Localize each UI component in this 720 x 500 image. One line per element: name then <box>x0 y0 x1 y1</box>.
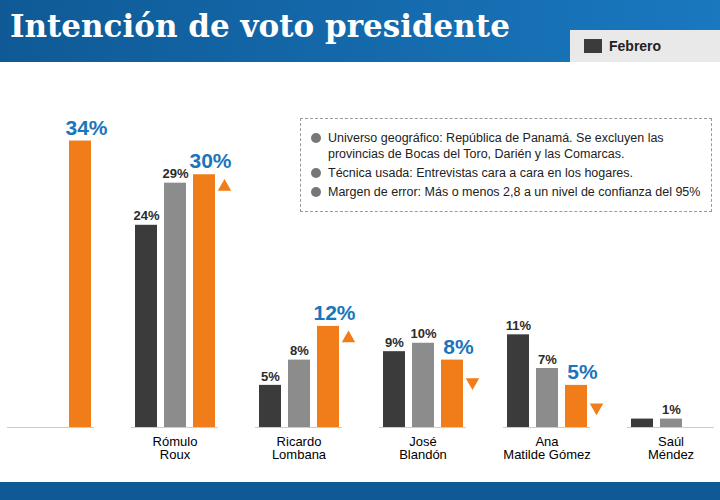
svg-text:11%: 11% <box>506 318 532 333</box>
svg-text:JoséBlandón: JoséBlandón <box>399 434 447 462</box>
svg-text:12%: 12% <box>313 301 355 324</box>
svg-text:24%: 24% <box>133 208 159 223</box>
svg-text:1%: 1% <box>662 402 681 417</box>
svg-text:RómuloRoux: RómuloRoux <box>153 434 198 462</box>
svg-text:SaúlMéndez: SaúlMéndez <box>648 434 694 462</box>
html-text:Intención de voto presidente: Intención de voto presidente <box>10 8 510 44</box>
svg-text:34%: 34% <box>65 116 107 139</box>
svg-text:8%: 8% <box>290 343 309 358</box>
html-text:Margen de error: Más o menos 2: Margen de error: Más o menos 2,8 a un ni… <box>328 185 701 199</box>
svg-text:RicardoLombana: RicardoLombana <box>272 434 327 462</box>
html-text:Febrero: Febrero <box>609 38 662 54</box>
svg-text:30%: 30% <box>189 149 231 172</box>
svg-text:29%: 29% <box>162 166 188 181</box>
svg-text:5%: 5% <box>567 360 598 383</box>
html-text:Universo geográfico: República: Universo geográfico: República de Panamá… <box>328 131 664 161</box>
svg-text:5%: 5% <box>261 369 280 384</box>
svg-text:9%: 9% <box>385 335 404 350</box>
svg-text:10%: 10% <box>410 326 436 341</box>
html-text:Técnica usada: Entrevistas car: Técnica usada: Entrevistas cara a cara e… <box>328 166 633 180</box>
svg-text:7%: 7% <box>538 352 557 367</box>
svg-text:8%: 8% <box>443 335 474 358</box>
svg-text:AnaMatilde Gómez: AnaMatilde Gómez <box>503 434 590 462</box>
